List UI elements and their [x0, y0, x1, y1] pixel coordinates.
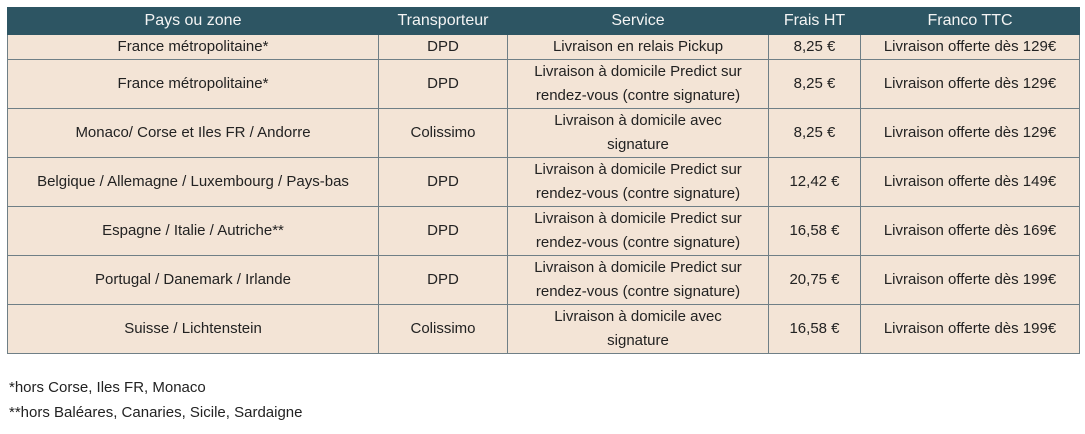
- table-cell: Colissimo: [378, 304, 508, 354]
- table-cell: Espagne / Italie / Autriche**: [7, 206, 379, 256]
- header-cell: Pays ou zone: [7, 7, 379, 35]
- table-cell: DPD: [378, 206, 508, 256]
- table-cell: 16,58 €: [768, 304, 861, 354]
- table-cell: Livraison offerte dès 199€: [860, 255, 1080, 305]
- table-cell: 20,75 €: [768, 255, 861, 305]
- table-cell: Colissimo: [378, 108, 508, 158]
- table-cell: Livraison en relais Pickup: [507, 34, 769, 60]
- table-row: Belgique / Allemagne / Luxembourg / Pays…: [7, 157, 1080, 207]
- table-row: France métropolitaine* DPD Livraison en re…: [7, 34, 1080, 60]
- table-cell: Livraison à domicile Predict sur rendez-v…: [507, 206, 769, 256]
- table-cell: DPD: [378, 255, 508, 305]
- table-cell: Monaco/ Corse et Iles FR / Andorre: [7, 108, 379, 158]
- cell-line: Livraison à domicile Predict sur: [534, 259, 742, 276]
- cell-line: Livraison à domicile avec: [554, 112, 722, 129]
- table-row: France métropolitaine* DPD Livraison à dom…: [7, 59, 1080, 109]
- table-cell: Livraison à domicile Predict sur rendez-v…: [507, 157, 769, 207]
- table-cell: 12,42 €: [768, 157, 861, 207]
- table-cell: Livraison offerte dès 199€: [860, 304, 1080, 354]
- table-cell: DPD: [378, 59, 508, 109]
- header-cell: Frais HT: [768, 7, 861, 35]
- table-row: Monaco/ Corse et Iles FR / Andorre Coliss…: [7, 108, 1080, 158]
- cell-line: rendez-vous (contre signature): [535, 234, 741, 251]
- cell-line: rendez-vous (contre signature): [535, 185, 741, 202]
- cell-line: rendez-vous (contre signature): [535, 87, 741, 104]
- table-row: Suisse / Lichtenstein Colissimo Livraison …: [7, 304, 1080, 354]
- cell-line: signature: [607, 332, 669, 349]
- cell-line: Livraison à domicile Predict sur: [534, 210, 742, 227]
- shipping-table: Pays ou zone Transporteur Service Frais HT F…: [7, 7, 1080, 354]
- cell-line: signature: [607, 136, 669, 153]
- header-row: Pays ou zone Transporteur Service Frais HT F…: [7, 7, 1080, 35]
- table-cell: Belgique / Allemagne / Luxembourg / Pays…: [7, 157, 379, 207]
- table-cell: France métropolitaine*: [7, 34, 379, 60]
- table-cell: DPD: [378, 157, 508, 207]
- table-cell: Portugal / Danemark / Irlande: [7, 255, 379, 305]
- table-cell: France métropolitaine*: [7, 59, 379, 109]
- table-cell: Livraison offerte dès 149€: [860, 157, 1080, 207]
- table-cell: DPD: [378, 34, 508, 60]
- table-cell: Livraison offerte dès 129€: [860, 59, 1080, 109]
- table-row: Espagne / Italie / Autriche** DPD Livraiso…: [7, 206, 1080, 256]
- header-cell: Transporteur: [378, 7, 508, 35]
- table-cell: 8,25 €: [768, 59, 861, 109]
- table-row: Portugal / Danemark / Irlande DPD Livraiso…: [7, 255, 1080, 305]
- header-cell: Service: [507, 7, 769, 35]
- footnote: **hors Baléares, Canaries, Sicile, Sarda…: [9, 404, 303, 421]
- header-cell: Franco TTC: [860, 7, 1080, 35]
- table-cell: Livraison offerte dès 169€: [860, 206, 1080, 256]
- table-cell: Livraison offerte dès 129€: [860, 108, 1080, 158]
- table-cell: 8,25 €: [768, 34, 861, 60]
- footnote: *hors Corse, Iles FR, Monaco: [9, 379, 206, 396]
- cell-line: rendez-vous (contre signature): [535, 283, 741, 300]
- cell-line: Livraison à domicile avec: [554, 308, 722, 325]
- table-cell: Livraison à domicile avec signature: [507, 108, 769, 158]
- cell-line: Livraison en relais Pickup: [552, 38, 724, 55]
- table-cell: 16,58 €: [768, 206, 861, 256]
- cell-line: Livraison à domicile Predict sur: [534, 161, 742, 178]
- table-cell: Livraison offerte dès 129€: [860, 34, 1080, 60]
- table-cell: Livraison à domicile avec signature: [507, 304, 769, 354]
- table-cell: 8,25 €: [768, 108, 861, 158]
- cell-line: Livraison à domicile Predict sur: [534, 63, 742, 80]
- table-cell: Suisse / Lichtenstein: [7, 304, 379, 354]
- table-cell: Livraison à domicile Predict sur rendez-v…: [507, 59, 769, 109]
- table-cell: Livraison à domicile Predict sur rendez-v…: [507, 255, 769, 305]
